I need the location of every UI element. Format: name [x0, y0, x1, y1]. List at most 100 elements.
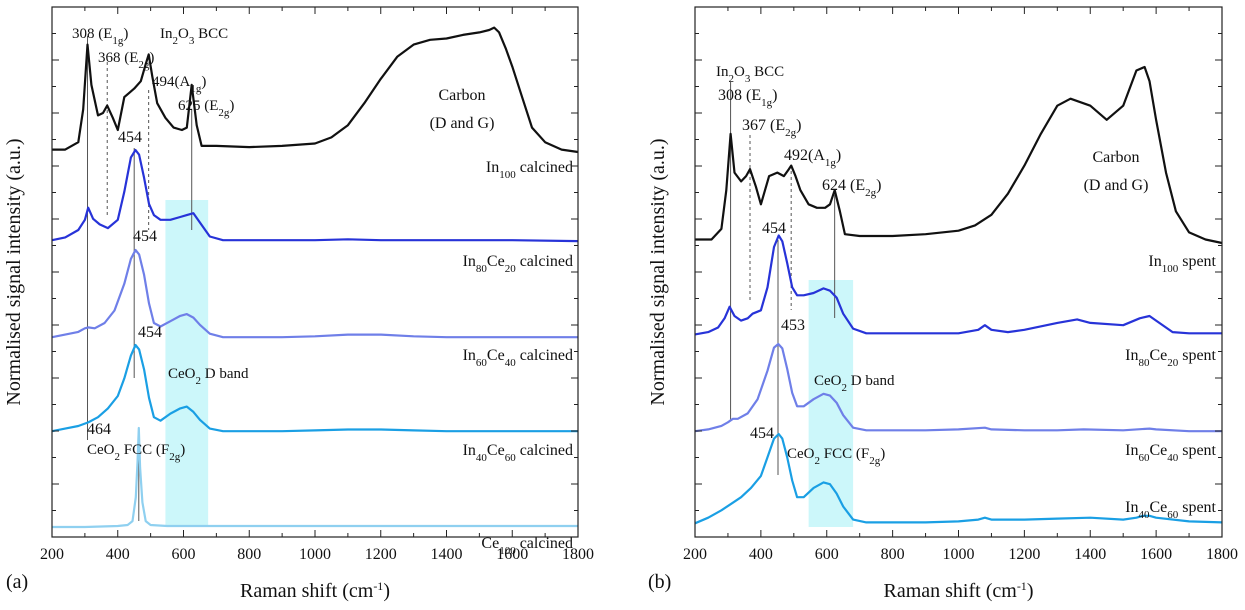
x-tick-label: 1000 — [943, 546, 975, 563]
peak-annotation: 308 (E1g) — [72, 26, 128, 47]
peak-annotation: (D and G) — [430, 115, 495, 132]
peak-annotation-part: 2g — [785, 127, 797, 139]
peak-annotation-part: 3 — [745, 73, 751, 85]
series-label-part: 40 — [1138, 509, 1150, 521]
peak-annotation-part: 308 ( — [718, 87, 751, 104]
series-label: In100 calcined — [486, 159, 573, 181]
series-label-part: 20 — [505, 263, 517, 275]
d-band-label-part: D band — [201, 366, 249, 382]
panel-label: (b) — [648, 571, 671, 593]
x-tick-label: 1400 — [1074, 546, 1106, 563]
series-label: In40Ce60 spent — [1125, 499, 1216, 521]
series-label-part: In — [486, 159, 499, 176]
peak-annotation-part: E — [775, 117, 785, 134]
peak-annotation: 454 — [133, 228, 157, 245]
peak-annotation-part: 2 — [729, 73, 735, 85]
peak-annotation-part: 454 — [138, 324, 162, 341]
series-label-part: 40 — [505, 357, 517, 369]
series-label-part: In — [1148, 253, 1161, 270]
series-label-part: spent — [1178, 347, 1216, 364]
series-label-part: calcined — [516, 535, 573, 552]
series-label-part: 80 — [476, 263, 488, 275]
x-tick-label: 1800 — [562, 546, 594, 563]
peak-annotation-part: 308 ( — [72, 26, 103, 42]
x-tick-label: 1400 — [431, 546, 463, 563]
x-axis-title-part: -1 — [1017, 579, 1027, 593]
x-axis-title-part: ) — [1027, 580, 1034, 602]
series-label: In80Ce20 spent — [1125, 347, 1216, 369]
peak-annotation-part: 494( — [152, 74, 180, 90]
peak-annotation-part: ) — [123, 26, 128, 42]
d-band-label: CeO2 D band — [814, 373, 895, 394]
series-label-part: In — [1125, 499, 1138, 516]
series-label-part: 100 — [1162, 263, 1179, 275]
x-tick-label: 800 — [237, 546, 261, 563]
peak-annotation-part: F — [161, 442, 169, 458]
peak-annotation-part: E — [103, 26, 112, 42]
peak-annotation: 368 (E2g) — [98, 50, 154, 71]
series-label-part: 40 — [1167, 452, 1179, 464]
x-tick-label: 400 — [749, 546, 773, 563]
peak-annotation-part: E — [751, 87, 761, 104]
x-axis-title-part: Raman shift (cm — [240, 580, 374, 602]
peak-annotation-part: ) — [876, 177, 881, 194]
peak-annotation-part: E — [129, 50, 138, 66]
x-tick-label: 1000 — [299, 546, 331, 563]
d-band-label: CeO2 D band — [168, 366, 249, 387]
y-axis-title: Normalised signal intensity (a.u.) — [647, 138, 669, 405]
series-label-part: Ce — [1149, 347, 1167, 364]
x-tick-label: 800 — [881, 546, 905, 563]
peak-annotation-part: (D and G) — [430, 115, 495, 132]
peak-annotation-part: FCC ( — [820, 446, 861, 462]
series-label-part: 60 — [505, 452, 517, 464]
x-tick-label: 200 — [40, 546, 64, 563]
peak-annotation: In2O3 BCC — [160, 26, 228, 47]
peak-annotation-part: ) — [180, 442, 185, 458]
peak-annotation-part: 453 — [781, 317, 805, 334]
x-tick-label: 600 — [815, 546, 839, 563]
peak-annotation-part: ) — [229, 98, 234, 114]
series-label-part: calcined — [516, 253, 573, 270]
peak-annotation-part: 367 ( — [742, 117, 775, 134]
series-label-part: In — [1125, 442, 1138, 459]
peak-annotation: 454 — [118, 129, 142, 146]
peak-annotation-part: ) — [201, 74, 206, 90]
peak-annotation: 624 (E2g) — [822, 177, 881, 199]
peak-annotation-part: (D and G) — [1084, 177, 1149, 194]
series-label-part: spent — [1178, 253, 1216, 270]
series-label-part: 100 — [499, 545, 516, 557]
series-label-part: calcined — [516, 442, 573, 459]
peak-annotation-part: 1g — [761, 97, 773, 109]
peak-annotation: 453 — [781, 317, 805, 334]
series-line — [51, 148, 579, 243]
peak-annotation: 454 — [762, 220, 786, 237]
series-label-part: Ce — [481, 535, 499, 552]
peak-annotation-part: ) — [149, 50, 154, 66]
series-label-part: calcined — [516, 347, 573, 364]
series-label-part: 80 — [1138, 357, 1150, 369]
peak-annotation: 454 — [750, 425, 774, 442]
d-band-label-part: 2 — [196, 375, 202, 387]
series-label-part: In — [463, 442, 476, 459]
peak-annotation-part: BCC — [750, 64, 784, 80]
series-label-part: calcined — [516, 159, 573, 176]
d-band-label-part: D band — [847, 373, 895, 389]
peak-annotation-part: 2 — [173, 35, 179, 47]
peak-annotation: In2O3 BCC — [716, 64, 784, 85]
peak-annotation: Carbon — [1092, 149, 1139, 166]
peak-annotation-part: 2g — [138, 59, 150, 71]
x-tick-label: 1200 — [1008, 546, 1040, 563]
x-tick-label: 1200 — [365, 546, 397, 563]
peak-annotation-part: 1g — [825, 157, 837, 169]
peak-annotation-part: ) — [796, 117, 801, 134]
d-band-label-part: 2 — [842, 382, 848, 394]
panel-label: (a) — [6, 571, 28, 593]
peak-annotation-part: O — [734, 64, 745, 80]
peak-annotation-part: A — [180, 74, 191, 90]
peak-annotation-part: 464 — [87, 421, 111, 438]
series-label-part: 20 — [1167, 357, 1179, 369]
series-label-part: 40 — [476, 452, 488, 464]
peak-annotation-part: 2g — [169, 451, 181, 463]
